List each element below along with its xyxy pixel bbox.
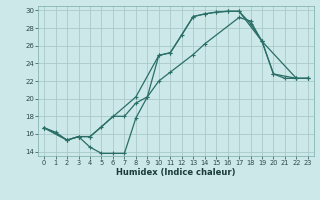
X-axis label: Humidex (Indice chaleur): Humidex (Indice chaleur) [116,168,236,177]
